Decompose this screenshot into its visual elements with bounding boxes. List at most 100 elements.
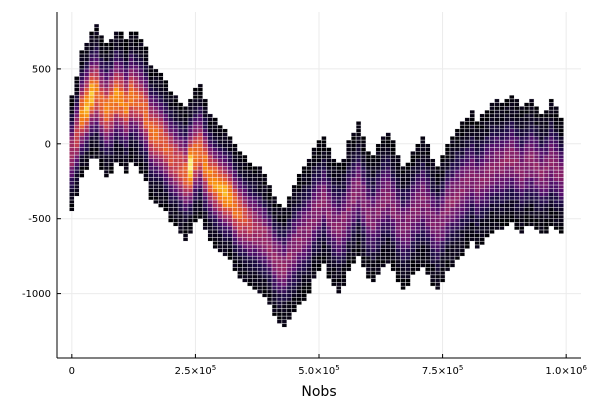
heatmap-cell — [128, 91, 134, 96]
heatmap-cell — [380, 259, 386, 264]
heatmap-cell — [98, 124, 105, 130]
heatmap-cell — [252, 166, 258, 171]
heatmap-cell — [415, 207, 421, 212]
heatmap-cell — [301, 196, 307, 201]
heatmap-cell — [504, 169, 510, 174]
heatmap-cell — [93, 31, 100, 36]
heatmap-cell — [509, 113, 515, 118]
heatmap-cell — [291, 188, 297, 193]
heatmap-cell — [514, 177, 520, 182]
heatmap-cell — [311, 207, 317, 212]
heatmap-cell — [484, 192, 490, 197]
heatmap-cell — [405, 184, 411, 189]
heatmap-cell — [227, 166, 233, 171]
heatmap-cell — [326, 233, 332, 238]
heatmap-cell — [499, 128, 505, 133]
heatmap-cell — [365, 203, 372, 208]
heatmap-cell — [158, 87, 164, 92]
heatmap-cell — [519, 229, 525, 234]
heatmap-cell — [311, 270, 317, 276]
heatmap-cell — [158, 169, 164, 174]
heatmap-cell — [370, 225, 377, 231]
heatmap-cell — [301, 173, 307, 178]
heatmap-cell — [118, 109, 124, 115]
heatmap-cell — [425, 199, 431, 204]
heatmap-cell — [177, 158, 184, 163]
heatmap-cell — [281, 255, 288, 261]
heatmap-cell — [479, 211, 485, 216]
heatmap-cell — [296, 211, 302, 216]
heatmap-cell — [306, 173, 312, 178]
heatmap-cell — [103, 61, 110, 66]
heatmap-cell — [444, 151, 451, 156]
heatmap-cell — [212, 233, 218, 238]
heatmap-cell — [158, 158, 164, 163]
heatmap-cell — [192, 154, 199, 159]
heatmap-cell — [286, 214, 293, 219]
heatmap-cell — [281, 274, 288, 279]
heatmap-cell — [405, 203, 411, 208]
heatmap-cell — [331, 278, 337, 283]
heatmap-cell — [261, 203, 268, 208]
heatmap-cell — [163, 203, 169, 208]
heatmap-cell — [415, 184, 421, 189]
heatmap-cell — [558, 196, 564, 201]
heatmap-cell — [365, 259, 372, 264]
heatmap-cell — [533, 166, 540, 171]
heatmap-cell — [301, 278, 307, 283]
heatmap-cell — [79, 132, 85, 137]
heatmap-cell — [172, 207, 179, 212]
heatmap-cell — [276, 270, 283, 276]
heatmap-cell — [276, 263, 283, 268]
heatmap-cell — [504, 222, 510, 227]
heatmap-cell — [88, 121, 95, 126]
heatmap-cell — [326, 211, 332, 216]
heatmap-cell — [415, 218, 421, 223]
heatmap-cell — [217, 248, 223, 253]
heatmap-cell — [533, 214, 540, 219]
heatmap-cell — [187, 109, 194, 115]
heatmap-cell — [553, 173, 559, 178]
heatmap-cell — [143, 132, 149, 137]
heatmap-cell — [187, 192, 194, 197]
heatmap-cell — [291, 229, 297, 234]
heatmap-cell — [217, 162, 223, 167]
heatmap-cell — [123, 166, 129, 171]
heatmap-cell — [454, 154, 461, 159]
heatmap-cell — [143, 61, 149, 66]
heatmap-cell — [103, 87, 110, 92]
heatmap-cell — [306, 267, 312, 272]
heatmap-cell — [425, 244, 431, 249]
heatmap-cell — [336, 282, 342, 287]
heatmap-cell — [108, 139, 115, 144]
heatmap-cell — [528, 151, 535, 156]
heatmap-cell — [375, 196, 381, 201]
heatmap-cell — [553, 184, 559, 189]
heatmap-cell — [469, 162, 475, 167]
heatmap-cell — [321, 218, 327, 223]
heatmap-cell — [494, 136, 500, 141]
heatmap-cell — [316, 192, 322, 197]
heatmap-cell — [158, 79, 164, 85]
heatmap-cell — [400, 203, 406, 208]
heatmap-cell — [207, 136, 213, 141]
heatmap-cell — [533, 203, 540, 208]
heatmap-cell — [93, 53, 100, 58]
heatmap-cell — [370, 169, 377, 174]
heatmap-cell — [499, 192, 505, 197]
heatmap-cell — [232, 240, 238, 246]
heatmap-cell — [187, 132, 194, 137]
heatmap-cell — [380, 252, 386, 257]
heatmap-cell — [296, 255, 302, 261]
heatmap-cell — [499, 199, 505, 204]
heatmap-cell — [163, 162, 169, 167]
heatmap-cell — [108, 169, 115, 174]
heatmap-cell — [311, 248, 317, 253]
heatmap-cell — [271, 285, 278, 291]
heatmap-cell — [499, 184, 505, 189]
heatmap-cell — [499, 121, 505, 126]
heatmap-cell — [93, 124, 100, 130]
heatmap-cell — [187, 139, 194, 144]
heatmap-cell — [464, 166, 470, 171]
heatmap-cell — [355, 218, 362, 223]
